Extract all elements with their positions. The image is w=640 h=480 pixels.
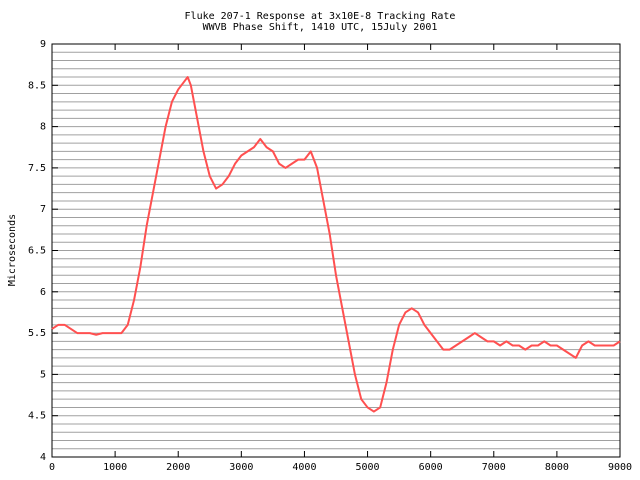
y-axis-label: Microseconds — [7, 214, 18, 286]
y-tick-label: 6.5 — [28, 246, 46, 257]
x-tick-label: 4000 — [292, 462, 316, 473]
x-tick-label: 2000 — [166, 462, 190, 473]
chart-title: Fluke 207-1 Response at 3x10E-8 Tracking… — [185, 11, 456, 22]
chart-subtitle: WWVB Phase Shift, 1410 UTC, 15July 2001 — [203, 22, 438, 33]
x-tick-label: 1000 — [103, 462, 127, 473]
y-tick-label: 9 — [40, 39, 46, 50]
y-tick-label: 8.5 — [28, 80, 46, 91]
y-tick-label: 4.5 — [28, 411, 46, 422]
y-tick-label: 7 — [40, 204, 46, 215]
x-tick-label: 8000 — [545, 462, 569, 473]
y-tick-label: 4 — [40, 452, 46, 463]
x-tick-label: 3000 — [229, 462, 253, 473]
x-tick-label: 7000 — [482, 462, 506, 473]
y-tick-label: 5 — [40, 369, 46, 380]
y-tick-label: 5.5 — [28, 328, 46, 339]
plot-frame — [51, 43, 621, 458]
x-tick-label: 9000 — [608, 462, 632, 473]
y-tick-label: 7.5 — [28, 163, 46, 174]
x-tick-label: 6000 — [419, 462, 443, 473]
data-line — [51, 76, 621, 413]
y-tick-label: 6 — [40, 287, 46, 298]
y-tick-label: 8 — [40, 122, 46, 133]
x-tick-label: 0 — [49, 462, 55, 473]
x-tick-label: 5000 — [356, 462, 380, 473]
